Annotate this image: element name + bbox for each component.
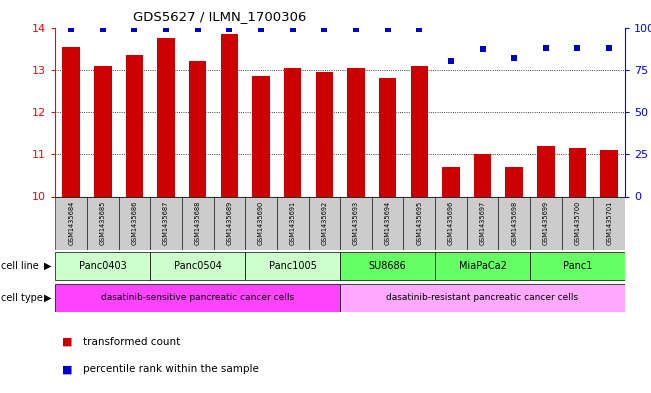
Text: GSM1435698: GSM1435698 <box>511 201 517 245</box>
Bar <box>150 196 182 250</box>
Point <box>224 26 234 32</box>
Text: GSM1435689: GSM1435689 <box>227 201 232 245</box>
Text: cell line: cell line <box>1 261 39 271</box>
Bar <box>55 284 340 312</box>
Text: Panc1: Panc1 <box>563 261 592 271</box>
Text: transformed count: transformed count <box>83 337 180 347</box>
Bar <box>340 284 625 312</box>
Point <box>477 46 488 53</box>
Text: ▶: ▶ <box>44 261 51 271</box>
Text: GSM1435697: GSM1435697 <box>480 201 486 245</box>
Text: cell type: cell type <box>1 293 43 303</box>
Bar <box>189 61 206 196</box>
Bar <box>600 150 618 196</box>
Bar <box>55 252 150 281</box>
Point <box>572 45 583 51</box>
Bar <box>94 66 111 196</box>
Text: ■: ■ <box>62 364 72 375</box>
Point <box>540 45 551 51</box>
Bar <box>316 72 333 196</box>
Bar <box>340 196 372 250</box>
Bar <box>442 167 460 196</box>
Text: SU8686: SU8686 <box>368 261 406 271</box>
Point <box>256 26 266 32</box>
Text: GSM1435684: GSM1435684 <box>68 201 74 245</box>
Text: GSM1435699: GSM1435699 <box>543 201 549 245</box>
Text: ▶: ▶ <box>44 293 51 303</box>
Point <box>351 26 361 32</box>
Text: Panc0504: Panc0504 <box>174 261 222 271</box>
Text: GSM1435701: GSM1435701 <box>606 201 612 245</box>
Bar <box>245 252 340 281</box>
Bar <box>347 68 365 196</box>
Bar <box>158 38 175 197</box>
Text: dasatinib-sensitive pancreatic cancer cells: dasatinib-sensitive pancreatic cancer ce… <box>101 293 294 302</box>
Bar <box>593 196 625 250</box>
Bar <box>404 196 435 250</box>
Text: GSM1435685: GSM1435685 <box>100 201 106 245</box>
Bar <box>530 196 562 250</box>
Point <box>446 58 456 64</box>
Bar <box>62 46 80 196</box>
Bar <box>309 196 340 250</box>
Text: GSM1435688: GSM1435688 <box>195 201 201 245</box>
Point <box>414 26 424 32</box>
Text: GSM1435686: GSM1435686 <box>132 201 137 245</box>
Bar <box>150 252 245 281</box>
Text: GSM1435695: GSM1435695 <box>416 201 422 245</box>
Text: GSM1435687: GSM1435687 <box>163 201 169 245</box>
Bar <box>340 252 435 281</box>
Bar <box>182 196 214 250</box>
Point <box>66 26 76 32</box>
Bar <box>55 196 87 250</box>
Text: ■: ■ <box>62 337 72 347</box>
Bar <box>284 68 301 196</box>
Point <box>319 26 329 32</box>
Point <box>382 26 393 32</box>
Bar <box>253 76 270 196</box>
Bar <box>435 252 530 281</box>
Bar <box>569 148 586 196</box>
Point <box>604 45 615 51</box>
Text: GSM1435691: GSM1435691 <box>290 201 296 245</box>
Text: GSM1435693: GSM1435693 <box>353 201 359 245</box>
Bar <box>411 66 428 196</box>
Bar <box>467 196 499 250</box>
Point <box>193 26 203 32</box>
Bar <box>562 196 593 250</box>
Bar <box>126 55 143 196</box>
Bar <box>221 34 238 197</box>
Point <box>130 26 140 32</box>
Bar <box>499 196 530 250</box>
Bar <box>118 196 150 250</box>
Bar <box>372 196 404 250</box>
Bar <box>379 78 396 196</box>
Bar <box>474 154 492 196</box>
Text: Panc1005: Panc1005 <box>269 261 316 271</box>
Bar <box>87 196 118 250</box>
Text: percentile rank within the sample: percentile rank within the sample <box>83 364 258 375</box>
Bar <box>245 196 277 250</box>
Bar <box>530 252 625 281</box>
Bar <box>505 167 523 196</box>
Point <box>161 26 171 32</box>
Bar <box>214 196 245 250</box>
Text: GSM1435692: GSM1435692 <box>322 201 327 245</box>
Bar <box>435 196 467 250</box>
Text: dasatinib-resistant pancreatic cancer cells: dasatinib-resistant pancreatic cancer ce… <box>387 293 579 302</box>
Text: GSM1435700: GSM1435700 <box>574 201 581 245</box>
Text: GSM1435696: GSM1435696 <box>448 201 454 245</box>
Bar <box>537 146 555 196</box>
Text: MiaPaCa2: MiaPaCa2 <box>458 261 506 271</box>
Point <box>509 55 519 61</box>
Text: Panc0403: Panc0403 <box>79 261 127 271</box>
Text: GSM1435690: GSM1435690 <box>258 201 264 245</box>
Text: GSM1435694: GSM1435694 <box>385 201 391 245</box>
Point <box>98 26 108 32</box>
Text: GDS5627 / ILMN_1700306: GDS5627 / ILMN_1700306 <box>133 10 307 23</box>
Point <box>288 26 298 32</box>
Bar <box>277 196 309 250</box>
